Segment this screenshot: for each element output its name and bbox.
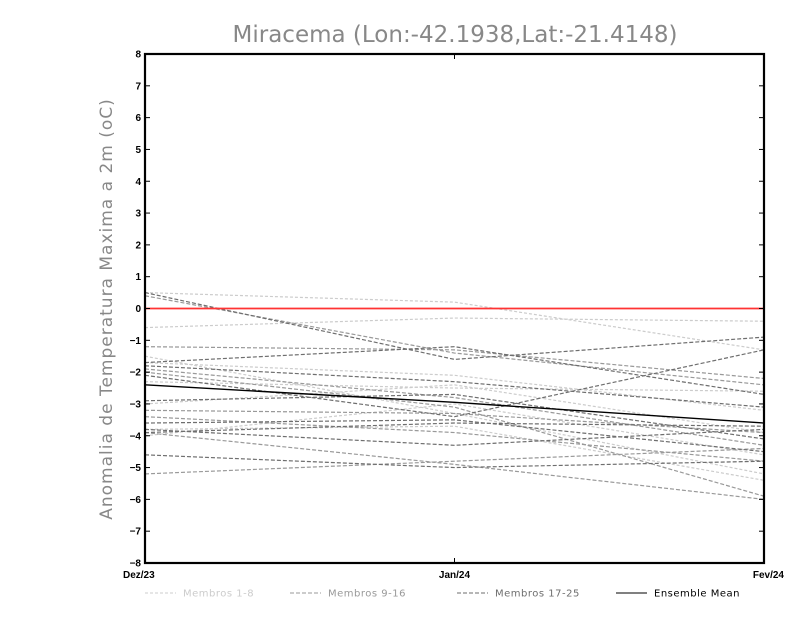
series-line-member-22 [144, 419, 765, 453]
series-line-member-13 [144, 431, 765, 500]
plot-frame [143, 52, 766, 565]
series-line-member-23 [144, 349, 765, 418]
y-tick-label: −1 [130, 336, 142, 347]
legend-label: Membros 9-16 [328, 589, 406, 600]
y-tick-label: 2 [135, 240, 141, 251]
x-tick-label: Jan/24 [439, 570, 471, 581]
y-tick-label: 0 [135, 304, 141, 315]
y-tick-label: −3 [130, 399, 142, 410]
y-tick-label: 3 [135, 209, 141, 220]
series-line-member-25 [144, 422, 765, 434]
series-line-member-5 [144, 384, 765, 434]
y-tick-label: −8 [130, 559, 142, 570]
series-line-member-15 [144, 368, 765, 446]
y-tick-label: 7 [135, 81, 141, 92]
series-line-member-10 [144, 346, 765, 380]
series-line-member-2 [144, 317, 765, 329]
y-tick-label: 6 [135, 113, 141, 124]
series-line-member-24 [144, 365, 765, 408]
y-tick-label: −2 [130, 368, 142, 379]
y-tick-label: 5 [135, 145, 141, 156]
y-axis-label: Anomalia de Temperatura Maxima a 2m (oC) [97, 98, 117, 520]
series-line-ensemble-mean [144, 384, 765, 424]
y-tick-label: −4 [130, 431, 142, 442]
series-line-member-1 [144, 291, 765, 351]
series-line-member-8 [144, 403, 765, 456]
series-line-member-14 [144, 447, 765, 475]
y-tick-label: 1 [135, 272, 141, 283]
series-line-member-21 [144, 428, 765, 446]
legend: Membros 1-8 Membros 9-16 Membros 17-25 Ense… [145, 589, 740, 600]
series-line-member-17 [144, 292, 765, 361]
legend-label: Membros 17-25 [495, 589, 580, 600]
y-tick-label: −5 [130, 463, 142, 474]
plot-area: −8 −7 −6 −5 −4 −3 −2 −1 0 1 2 3 4 5 6 7 8 Dez/23 Jan/24 Fev… [123, 50, 784, 582]
x-tick-label: Dez/23 [123, 570, 155, 581]
legend-label: Ensemble Mean [654, 589, 740, 600]
y-tick-label: 8 [135, 50, 141, 61]
series-line-member-19 [144, 393, 765, 440]
series-line-member-4 [144, 381, 765, 392]
chart-title: Miracema (Lon:-42.1938,Lat:-21.4148) [233, 22, 678, 48]
legend-label: Membros 1-8 [183, 589, 254, 600]
x-tick-label: Fev/24 [753, 570, 785, 581]
y-tick-label: −6 [130, 495, 142, 506]
series-line-member-11 [144, 371, 765, 497]
series-line-member-3 [144, 355, 765, 475]
series-line-member-18 [144, 346, 765, 395]
series-layer [144, 291, 765, 500]
y-tick-label: 4 [135, 177, 141, 188]
y-tick-label: −7 [130, 527, 142, 538]
series-line-member-12 [144, 409, 765, 434]
series-line-member-7 [144, 361, 765, 411]
series-line-member-20 [144, 454, 765, 469]
ticks-layer: −8 −7 −6 −5 −4 −3 −2 −1 0 1 2 3 4 5 6 7 8 Dez/23 Jan/24 Fev… [123, 50, 784, 582]
